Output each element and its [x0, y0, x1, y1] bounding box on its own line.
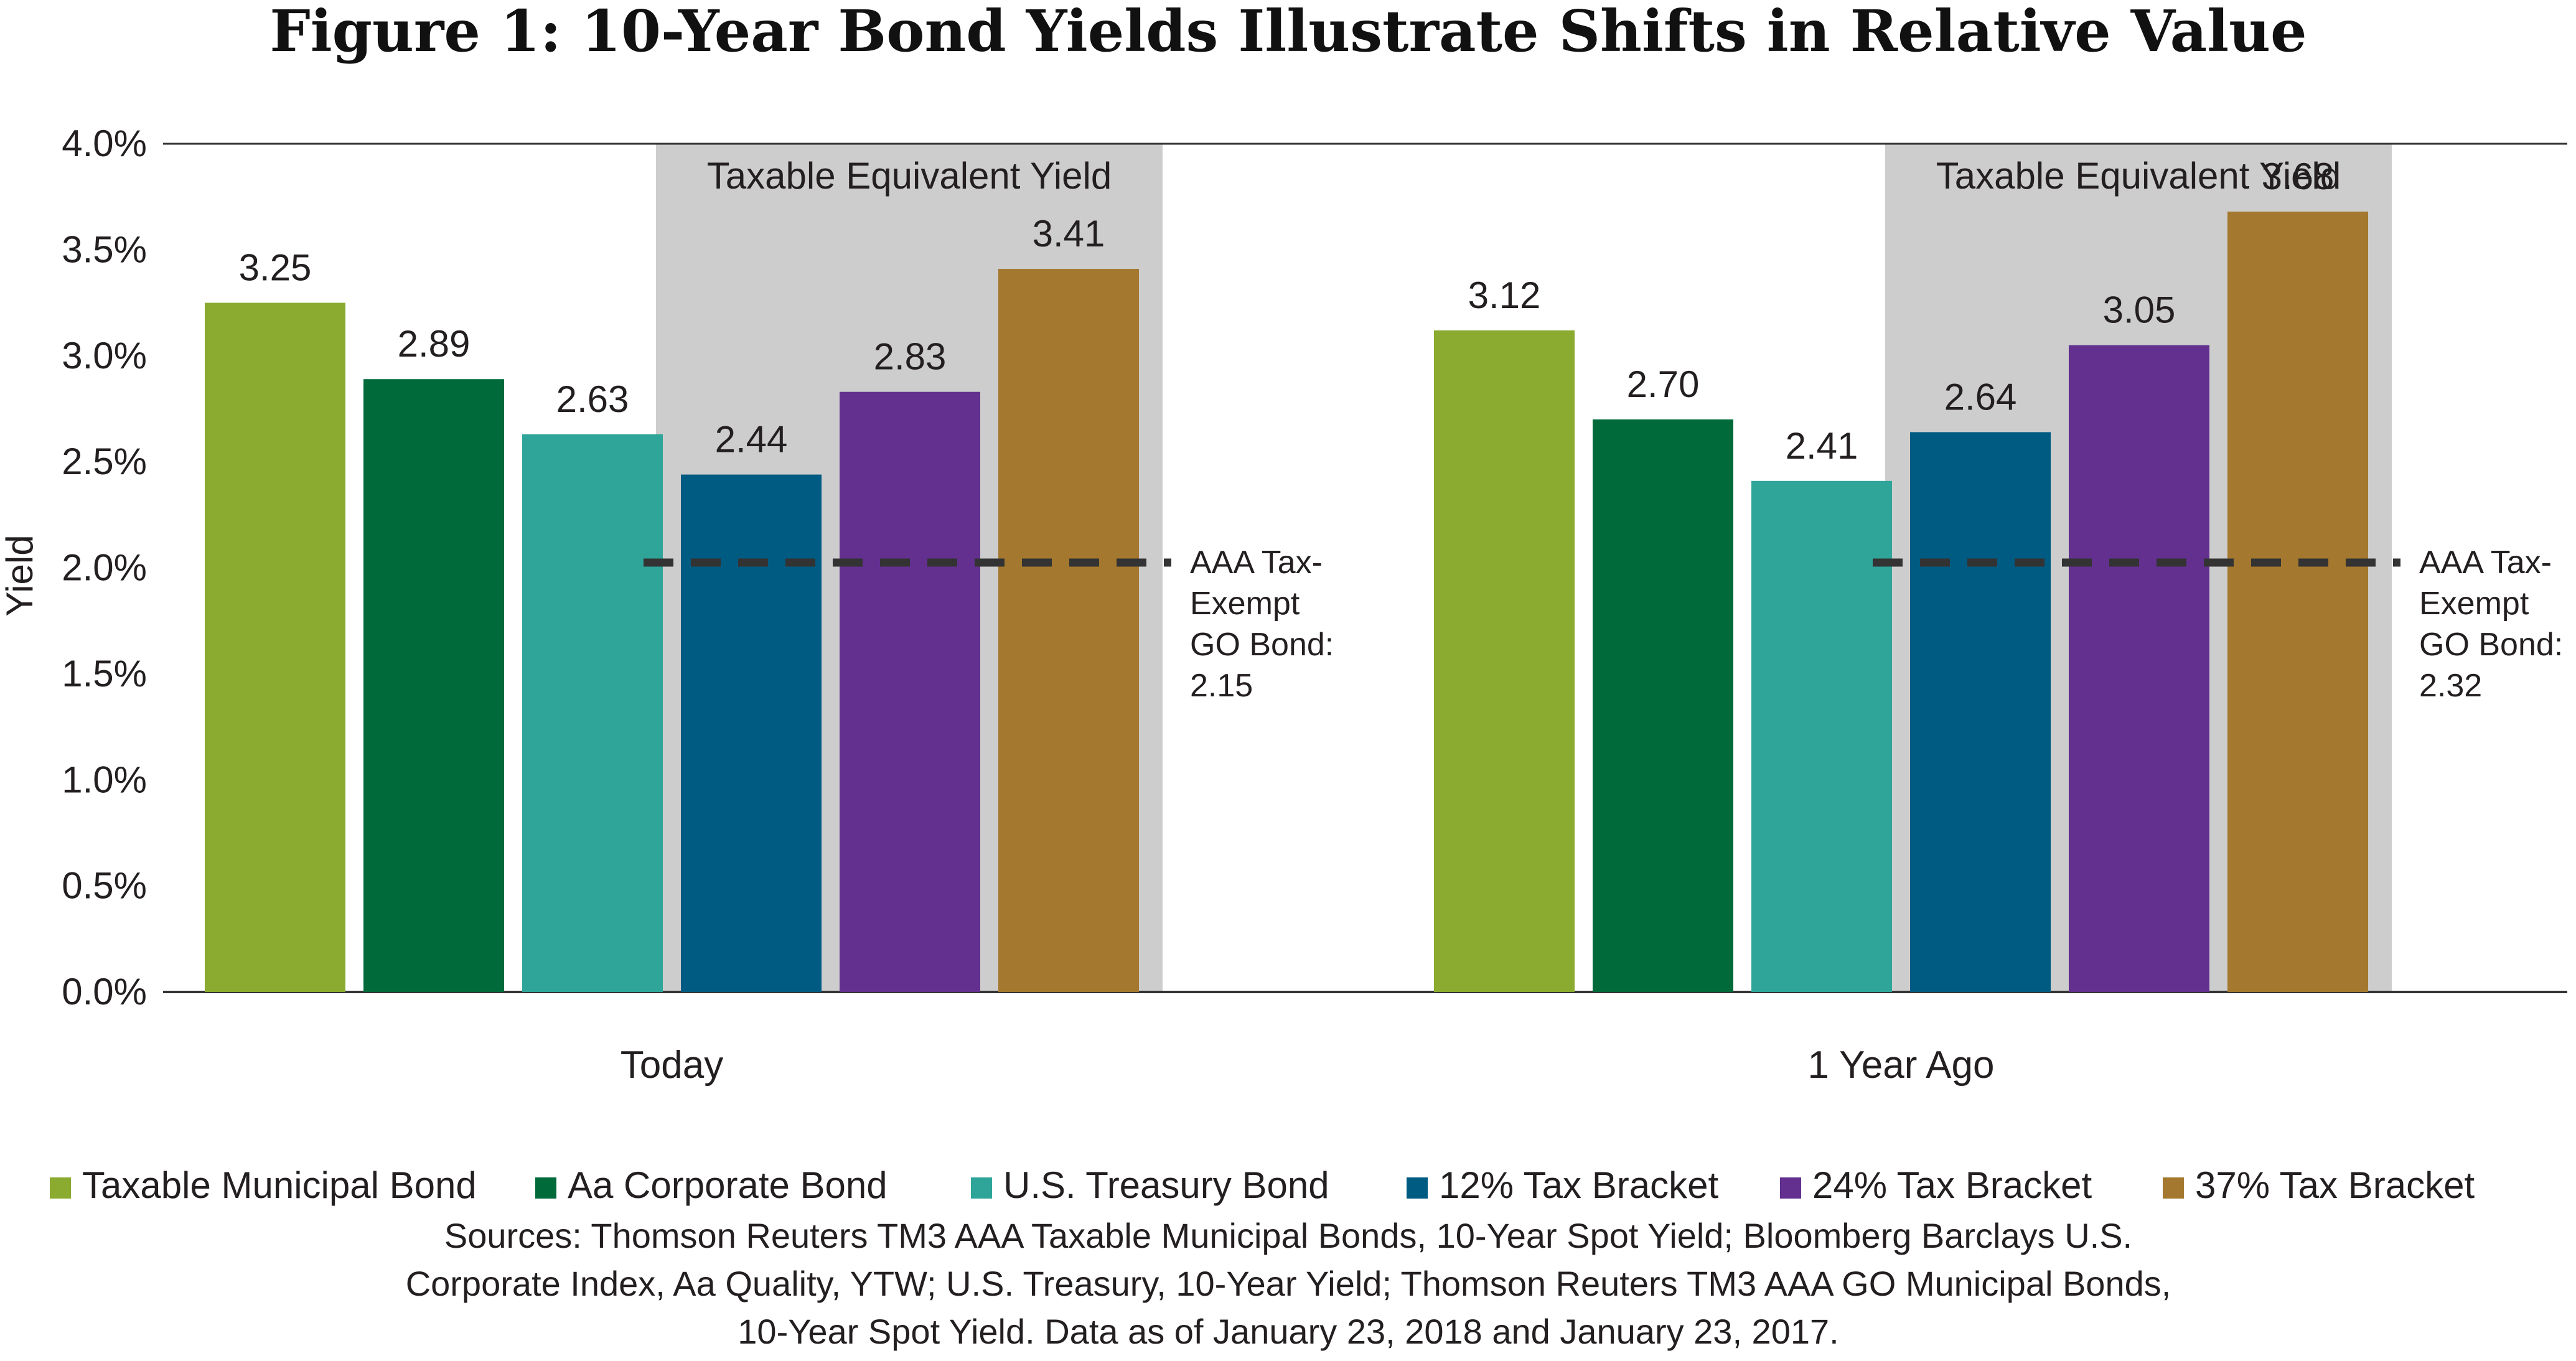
bar-2-6 [2227, 212, 2368, 992]
bar-1-3 [522, 434, 663, 992]
value-label: 3.12 [1468, 274, 1541, 316]
reference-note-line: GO Bond: [2419, 627, 2563, 663]
source-line: Corporate Index, Aa Quality, YTW; U.S. T… [406, 1264, 2171, 1303]
value-label: 2.64 [1944, 376, 2017, 418]
reference-note-line: GO Bond: [1190, 627, 1334, 663]
bar-1-5 [840, 391, 980, 992]
value-label: 3.41 [1033, 213, 1105, 255]
reference-lines: AAA Tax- Exempt GO Bond: 2.15 AAA Tax- Exempt… [644, 545, 2563, 704]
value-label: 2.63 [556, 378, 629, 420]
value-labels: 3.25 3.12 2.89 2.70 2.63 2.41 2.44 2.64 2.83 3.05… [239, 156, 2335, 467]
reference-note-line: AAA Tax- [2419, 545, 2552, 581]
value-label: 2.70 [1627, 363, 1700, 405]
legend-label: Taxable Municipal Bond [82, 1164, 477, 1206]
chart-title: Figure 1: 10-Year Bond Yields Illustrate… [269, 0, 2307, 65]
legend-swatch-1 [50, 1177, 71, 1199]
legend-label: 12% Tax Bracket [1439, 1164, 1718, 1206]
legend-swatch-6 [2163, 1177, 2184, 1199]
bar-2-2 [1593, 419, 1733, 992]
bar-1-1 [205, 302, 345, 992]
legend-swatch-3 [971, 1177, 992, 1199]
y-tick-label: 0.0% [62, 971, 147, 1013]
value-label: 2.89 [398, 323, 471, 365]
y-tick-label: 2.5% [62, 441, 147, 482]
bar-2-4 [1910, 432, 2051, 992]
bars [205, 212, 2368, 993]
y-axis-label: Yield [0, 535, 40, 616]
legend-label: 37% Tax Bracket [2195, 1164, 2475, 1206]
legend-label: U.S. Treasury Bond [1003, 1164, 1329, 1206]
bar-2-3 [1751, 480, 1892, 992]
y-tick-label: 1.5% [62, 653, 147, 695]
legend-label: 24% Tax Bracket [1812, 1164, 2092, 1206]
category-label: 1 Year Ago [1808, 1044, 1995, 1087]
value-label: 3.68 [2262, 156, 2335, 197]
y-tick-label: 4.0% [62, 123, 147, 164]
y-tick-label: 2.0% [62, 547, 147, 589]
bar-2-1 [1434, 330, 1575, 992]
legend-swatch-5 [1780, 1177, 1801, 1199]
value-label: 3.25 [239, 247, 312, 289]
y-tick-label: 3.5% [62, 228, 147, 270]
category-labels: Today 1 Year Ago [621, 1044, 1995, 1087]
y-tick-label: 1.0% [62, 759, 147, 800]
reference-note-line: 2.15 [1190, 668, 1253, 704]
y-tick-label: 0.5% [62, 865, 147, 907]
legend-swatch-4 [1407, 1177, 1428, 1199]
value-label: 2.44 [715, 419, 788, 461]
value-label: 2.41 [1786, 425, 1858, 467]
bar-1-2 [363, 379, 504, 992]
value-label: 3.05 [2103, 289, 2176, 331]
category-label: Today [621, 1044, 723, 1087]
bar-1-6 [998, 269, 1139, 993]
bar-1-4 [681, 474, 822, 992]
legend-swatch-2 [535, 1177, 556, 1199]
bar-2-5 [2069, 345, 2209, 992]
reference-note-line: Exempt [2419, 586, 2529, 622]
source-line: Sources: Thomson Reuters TM3 AAA Taxable… [444, 1216, 2132, 1255]
reference-note-line: 2.32 [2419, 668, 2482, 704]
reference-note-line: Exempt [1190, 586, 1300, 622]
reference-note-line: AAA Tax- [1190, 545, 1323, 581]
value-label: 2.83 [874, 336, 947, 378]
shaded-region-label-1: Taxable Equivalent Yield [707, 155, 1112, 197]
source-note: Sources: Thomson Reuters TM3 AAA Taxable… [406, 1216, 2171, 1351]
shaded-region-label-2: Taxable Equivalent Yield [1936, 155, 2341, 197]
legend-label: Aa Corporate Bond [568, 1164, 888, 1206]
y-tick-label: 3.0% [62, 335, 147, 376]
legend: Taxable Municipal Bond Aa Corporate Bond U… [50, 1164, 2475, 1206]
y-axis-ticks: 0.0% 0.5% 1.0% 1.5% 2.0% 2.5% 3.0% 3.5% 4.0% [62, 123, 147, 1013]
source-line: 10-Year Spot Yield. Data as of January 2… [738, 1312, 1838, 1351]
